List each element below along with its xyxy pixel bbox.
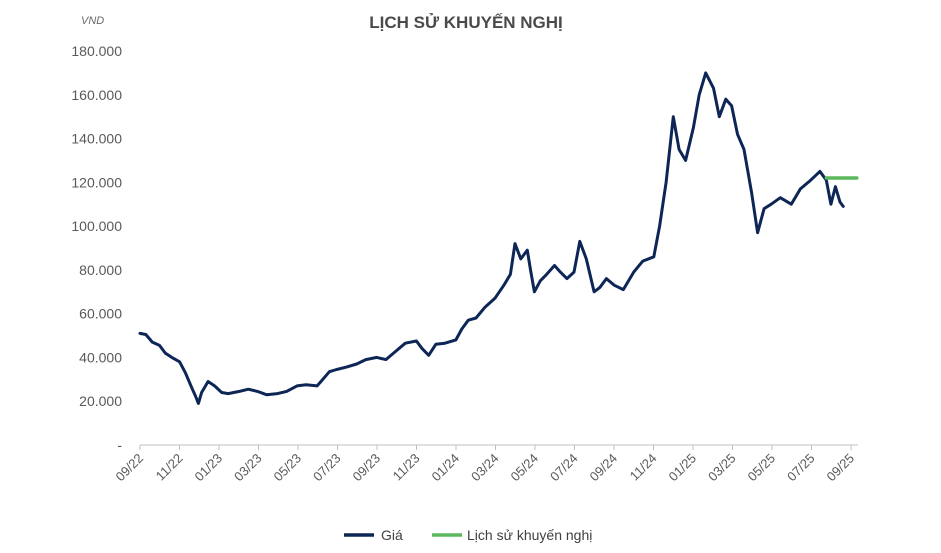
x-tick-label: 07/25: [784, 451, 818, 485]
x-tick-label: 11/22: [153, 451, 186, 484]
y-tick-label: 100.000: [71, 218, 122, 234]
legend: Giá Lịch sử khuyến nghị: [344, 527, 592, 543]
x-tick-label: 07/24: [547, 451, 581, 485]
legend-label-recommendation: Lịch sử khuyến nghị: [467, 527, 592, 543]
x-tick-label: 09/22: [113, 451, 147, 485]
y-tick-label: 180.000: [71, 43, 122, 59]
y-tick-label: 160.000: [71, 87, 122, 103]
x-tick-label: 11/24: [627, 451, 660, 484]
price-series-line: [138, 71, 845, 405]
x-tick-label: 03/25: [705, 451, 739, 485]
y-tick-label: 40.000: [79, 349, 122, 365]
y-tick-label: 140.000: [71, 131, 122, 147]
x-tick-label: 01/25: [666, 451, 700, 485]
x-tick-label: 05/23: [271, 451, 305, 485]
y-axis-ticks: - 20.000 40.000 60.000 80.000 100.000 120.000 1…: [71, 43, 122, 453]
x-tick-label: 03/23: [231, 451, 265, 485]
x-tick-label: 09/24: [587, 451, 621, 485]
x-tick-label: 07/23: [310, 451, 344, 485]
x-tick-label: 09/25: [824, 451, 858, 485]
y-tick-label: 20.000: [79, 393, 122, 409]
x-tick-label: 01/23: [192, 451, 226, 485]
x-tick-label: 05/25: [745, 451, 779, 485]
x-tick-label: 05/24: [508, 451, 542, 485]
series-lines: [138, 71, 859, 405]
y-tick-label: -: [117, 437, 122, 453]
y-axis-unit-label: VND: [81, 15, 104, 27]
y-tick-label: 80.000: [79, 262, 122, 278]
x-tick-label: 11/23: [390, 451, 423, 484]
x-tick-label: 09/23: [350, 451, 384, 485]
legend-label-price: Giá: [381, 527, 403, 543]
x-tick-label: 03/24: [468, 451, 502, 485]
y-tick-label: 120.000: [71, 174, 122, 190]
y-tick-label: 60.000: [79, 306, 122, 322]
chart-title: LỊCH SỬ KHUYẾN NGHỊ: [369, 13, 563, 32]
x-tick-label: 01/24: [429, 451, 463, 485]
x-axis-ticks: 09/22 11/22 01/23 03/23 05/23 07/23 09/23 11/23…: [113, 445, 858, 485]
